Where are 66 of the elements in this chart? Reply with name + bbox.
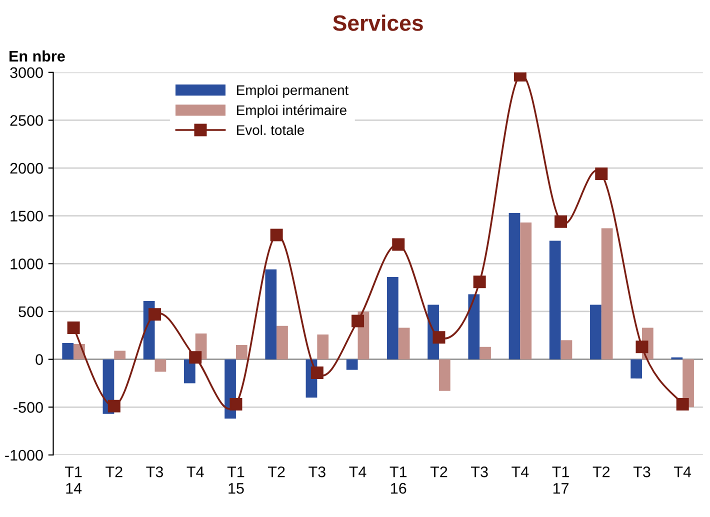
bar (387, 277, 398, 360)
bar (468, 294, 480, 360)
point (270, 228, 283, 242)
point (595, 168, 608, 180)
x-tick-label: T3 (471, 466, 488, 478)
x-tick-label: T2 (430, 466, 448, 478)
bar (601, 228, 613, 360)
x-tick-label: T4 (186, 466, 204, 478)
bar (520, 222, 532, 360)
y-tick-label: -1000 (5, 450, 43, 461)
y-tick-label: -500 (14, 402, 43, 413)
x-tick-label: T1 15 (227, 466, 244, 494)
x-tick-label: T4 (674, 466, 692, 478)
bar (508, 212, 520, 360)
bar (317, 334, 329, 360)
bar (114, 350, 126, 360)
bar (549, 240, 561, 360)
legend-label: Emploi permanent (237, 84, 349, 98)
y-tick-label: 1500 (10, 210, 43, 222)
point (310, 366, 324, 379)
bar (346, 359, 358, 370)
bar (560, 340, 572, 360)
bar (265, 269, 277, 360)
x-tick-label: T3 (633, 466, 650, 478)
point (189, 351, 202, 364)
x-tick-label: T2 (592, 466, 610, 478)
point (230, 398, 242, 411)
x-tick-label: T4 (512, 466, 529, 478)
bar (590, 304, 602, 360)
bar (236, 344, 248, 360)
x-tick-label: T1 16 (390, 466, 407, 494)
point (352, 314, 364, 328)
y-tick-label: 0 (36, 354, 43, 365)
y-tick-label: 2000 (10, 162, 43, 174)
point (392, 238, 405, 251)
x-tick-label: T3 (146, 466, 163, 478)
point (473, 276, 486, 288)
legend-label: Evol. totale (237, 124, 304, 136)
x-tick-label: T1 17 (552, 466, 569, 494)
point (148, 308, 162, 321)
point (108, 400, 120, 412)
x-tick-label: T2 (106, 466, 122, 478)
bar (184, 359, 196, 384)
point (432, 331, 446, 344)
legend-label: Emploi intérimaire (237, 104, 346, 118)
point (636, 340, 648, 354)
point (554, 215, 568, 228)
point (676, 398, 689, 411)
x-tick-label: T1 14 (64, 466, 82, 494)
bar (154, 359, 166, 372)
bar (630, 359, 642, 378)
y-tick-label: 2500 (10, 115, 43, 126)
bar (276, 326, 288, 360)
chart-title: Services (332, 14, 423, 31)
y-tick-label: 500 (18, 306, 43, 318)
x-tick-label: T3 (308, 466, 326, 478)
x-tick-label: T4 (349, 466, 366, 478)
bar (480, 346, 491, 360)
y-tick-label: 1000 (10, 258, 43, 270)
x-tick-label: T2 (268, 466, 285, 478)
bar (398, 328, 410, 360)
point (67, 322, 80, 334)
bar (438, 359, 450, 391)
y-axis-title: En nbre (10, 50, 65, 62)
bar (62, 343, 74, 360)
y-tick-label: 3000 (10, 67, 43, 78)
